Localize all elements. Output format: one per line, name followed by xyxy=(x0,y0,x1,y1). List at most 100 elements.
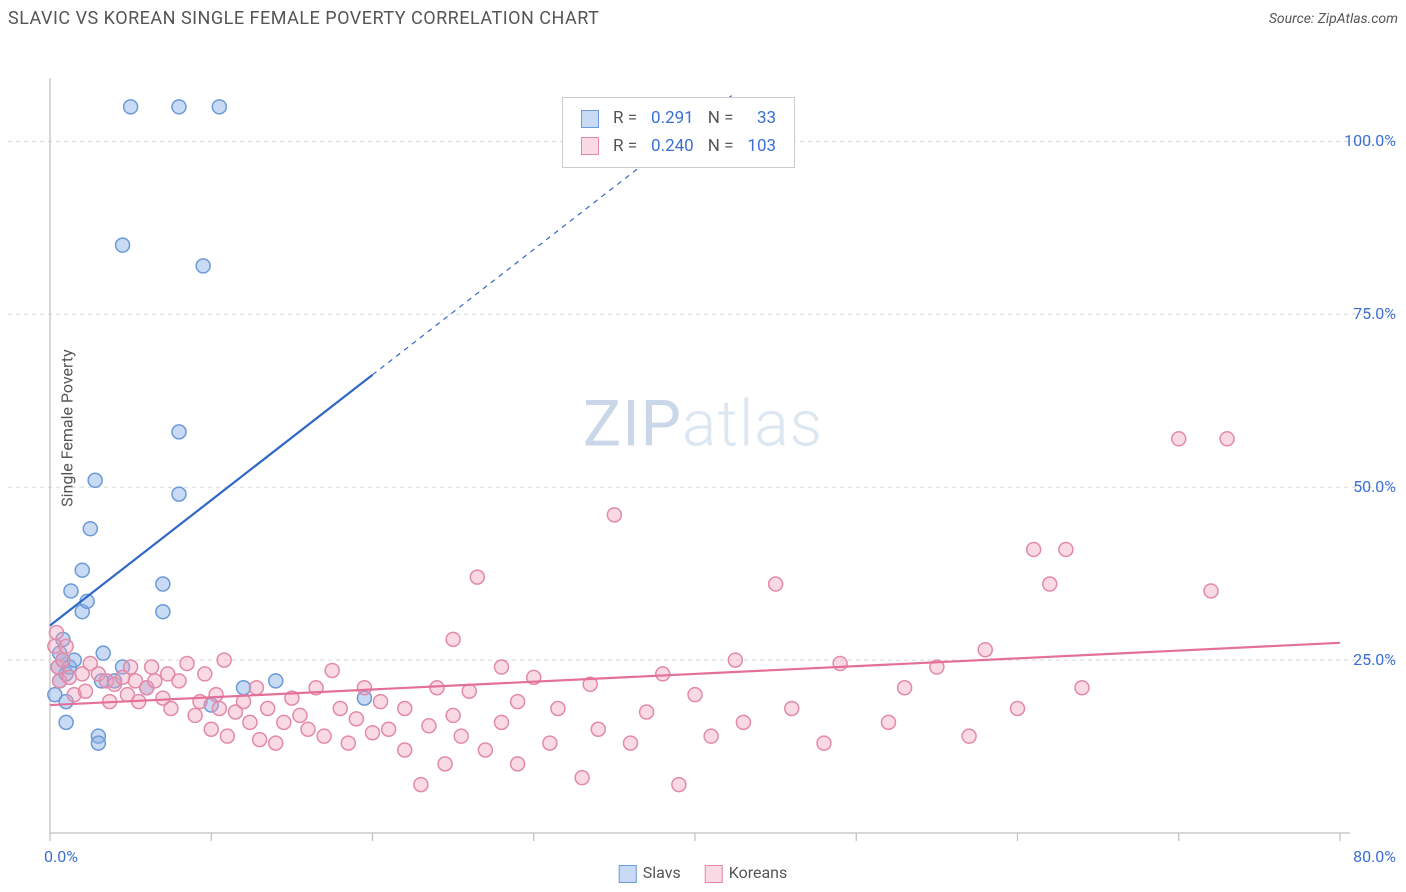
scatter-point xyxy=(145,660,159,674)
scatter-point xyxy=(575,771,589,785)
scatter-point xyxy=(172,425,186,439)
scatter-point xyxy=(83,522,97,536)
scatter-point xyxy=(882,715,896,729)
trend-line xyxy=(50,375,373,626)
scatter-point xyxy=(478,743,492,757)
scatter-point xyxy=(91,736,105,750)
scatter-point xyxy=(56,653,70,667)
scatter-point xyxy=(422,719,436,733)
scatter-point xyxy=(736,715,750,729)
swatch-icon xyxy=(581,110,599,128)
scatter-point xyxy=(172,674,186,688)
scatter-point xyxy=(366,726,380,740)
scatter-point xyxy=(1172,432,1186,446)
scatter-point xyxy=(75,563,89,577)
scatter-point xyxy=(1220,432,1234,446)
r-value: 0.240 xyxy=(645,134,700,160)
scatter-point xyxy=(543,736,557,750)
scatter-point xyxy=(511,695,525,709)
scatter-point xyxy=(607,508,621,522)
scatter-point xyxy=(62,670,76,684)
scatter-point xyxy=(237,681,251,695)
scatter-point xyxy=(172,487,186,501)
scatter-point xyxy=(1204,584,1218,598)
scatter-point xyxy=(198,667,212,681)
scatter-point xyxy=(704,729,718,743)
scatter-point xyxy=(511,757,525,771)
r-label: R = xyxy=(607,134,643,160)
scatter-point xyxy=(293,708,307,722)
scatter-point xyxy=(49,625,63,639)
scatter-point xyxy=(1059,542,1073,556)
chart-title: SLAVIC VS KOREAN SINGLE FEMALE POVERTY C… xyxy=(8,8,599,29)
source-attribution: Source: ZipAtlas.com xyxy=(1269,11,1398,27)
stats-row: R =0.291N =33 xyxy=(575,106,782,132)
scatter-point xyxy=(446,632,460,646)
scatter-point xyxy=(769,577,783,591)
scatter-point xyxy=(180,657,194,671)
scatter-point xyxy=(325,663,339,677)
scatter-point xyxy=(1011,702,1025,716)
scatter-point xyxy=(249,681,263,695)
scatter-point xyxy=(1027,542,1041,556)
scatter-point xyxy=(59,715,73,729)
scatter-point xyxy=(243,715,257,729)
scatter-point xyxy=(430,681,444,695)
scatter-point xyxy=(196,259,210,273)
x-tick-label: 0.0% xyxy=(44,847,78,866)
scatter-point xyxy=(374,695,388,709)
scatter-point xyxy=(454,729,468,743)
y-tick-label: 50.0% xyxy=(1353,477,1396,496)
scatter-point xyxy=(261,702,275,716)
scatter-point xyxy=(398,743,412,757)
scatter-point xyxy=(253,733,267,747)
scatter-point xyxy=(495,660,509,674)
scatter-point xyxy=(591,722,605,736)
scatter-point xyxy=(672,778,686,792)
scatter-point xyxy=(656,667,670,681)
scatter-point xyxy=(116,238,130,252)
scatter-point xyxy=(209,688,223,702)
scatter-point xyxy=(301,722,315,736)
scatter-point xyxy=(728,653,742,667)
scatter-point xyxy=(277,715,291,729)
series-legend-label: Slavs xyxy=(643,863,681,882)
x-tick-label: 80.0% xyxy=(1353,847,1396,866)
scatter-point xyxy=(640,705,654,719)
scatter-point xyxy=(898,681,912,695)
scatter-point xyxy=(220,729,234,743)
scatter-point xyxy=(64,584,78,598)
r-label: R = xyxy=(607,106,643,132)
n-value: 33 xyxy=(741,106,782,132)
y-tick-label: 100.0% xyxy=(1344,131,1396,150)
scatter-point xyxy=(446,708,460,722)
scatter-point xyxy=(124,660,138,674)
header: SLAVIC VS KOREAN SINGLE FEMALE POVERTY C… xyxy=(0,0,1406,33)
scatter-point xyxy=(470,570,484,584)
stats-legend-box: R =0.291N =33R =0.240N =103 xyxy=(562,97,795,168)
swatch-icon xyxy=(581,137,599,155)
scatter-point xyxy=(624,736,638,750)
scatter-point xyxy=(269,674,283,688)
scatter-point xyxy=(962,729,976,743)
series-legend: Slavs Koreans xyxy=(619,863,788,883)
scatter-point xyxy=(341,736,355,750)
scatter-point xyxy=(688,688,702,702)
y-tick-label: 75.0% xyxy=(1353,304,1396,323)
scatter-point xyxy=(1075,681,1089,695)
swatch-icon xyxy=(705,865,723,883)
n-label: N = xyxy=(702,106,740,132)
scatter-point xyxy=(148,674,162,688)
series-legend-label: Koreans xyxy=(729,863,788,882)
scatter-point xyxy=(217,653,231,667)
scatter-point xyxy=(96,646,110,660)
stats-row: R =0.240N =103 xyxy=(575,134,782,160)
series-legend-item: Koreans xyxy=(705,863,788,883)
scatter-point xyxy=(124,100,138,114)
scatter-point xyxy=(495,715,509,729)
scatter-point xyxy=(172,100,186,114)
y-tick-label: 25.0% xyxy=(1353,650,1396,669)
scatter-point xyxy=(78,684,92,698)
scatter-point xyxy=(551,702,565,716)
scatter-point xyxy=(156,605,170,619)
